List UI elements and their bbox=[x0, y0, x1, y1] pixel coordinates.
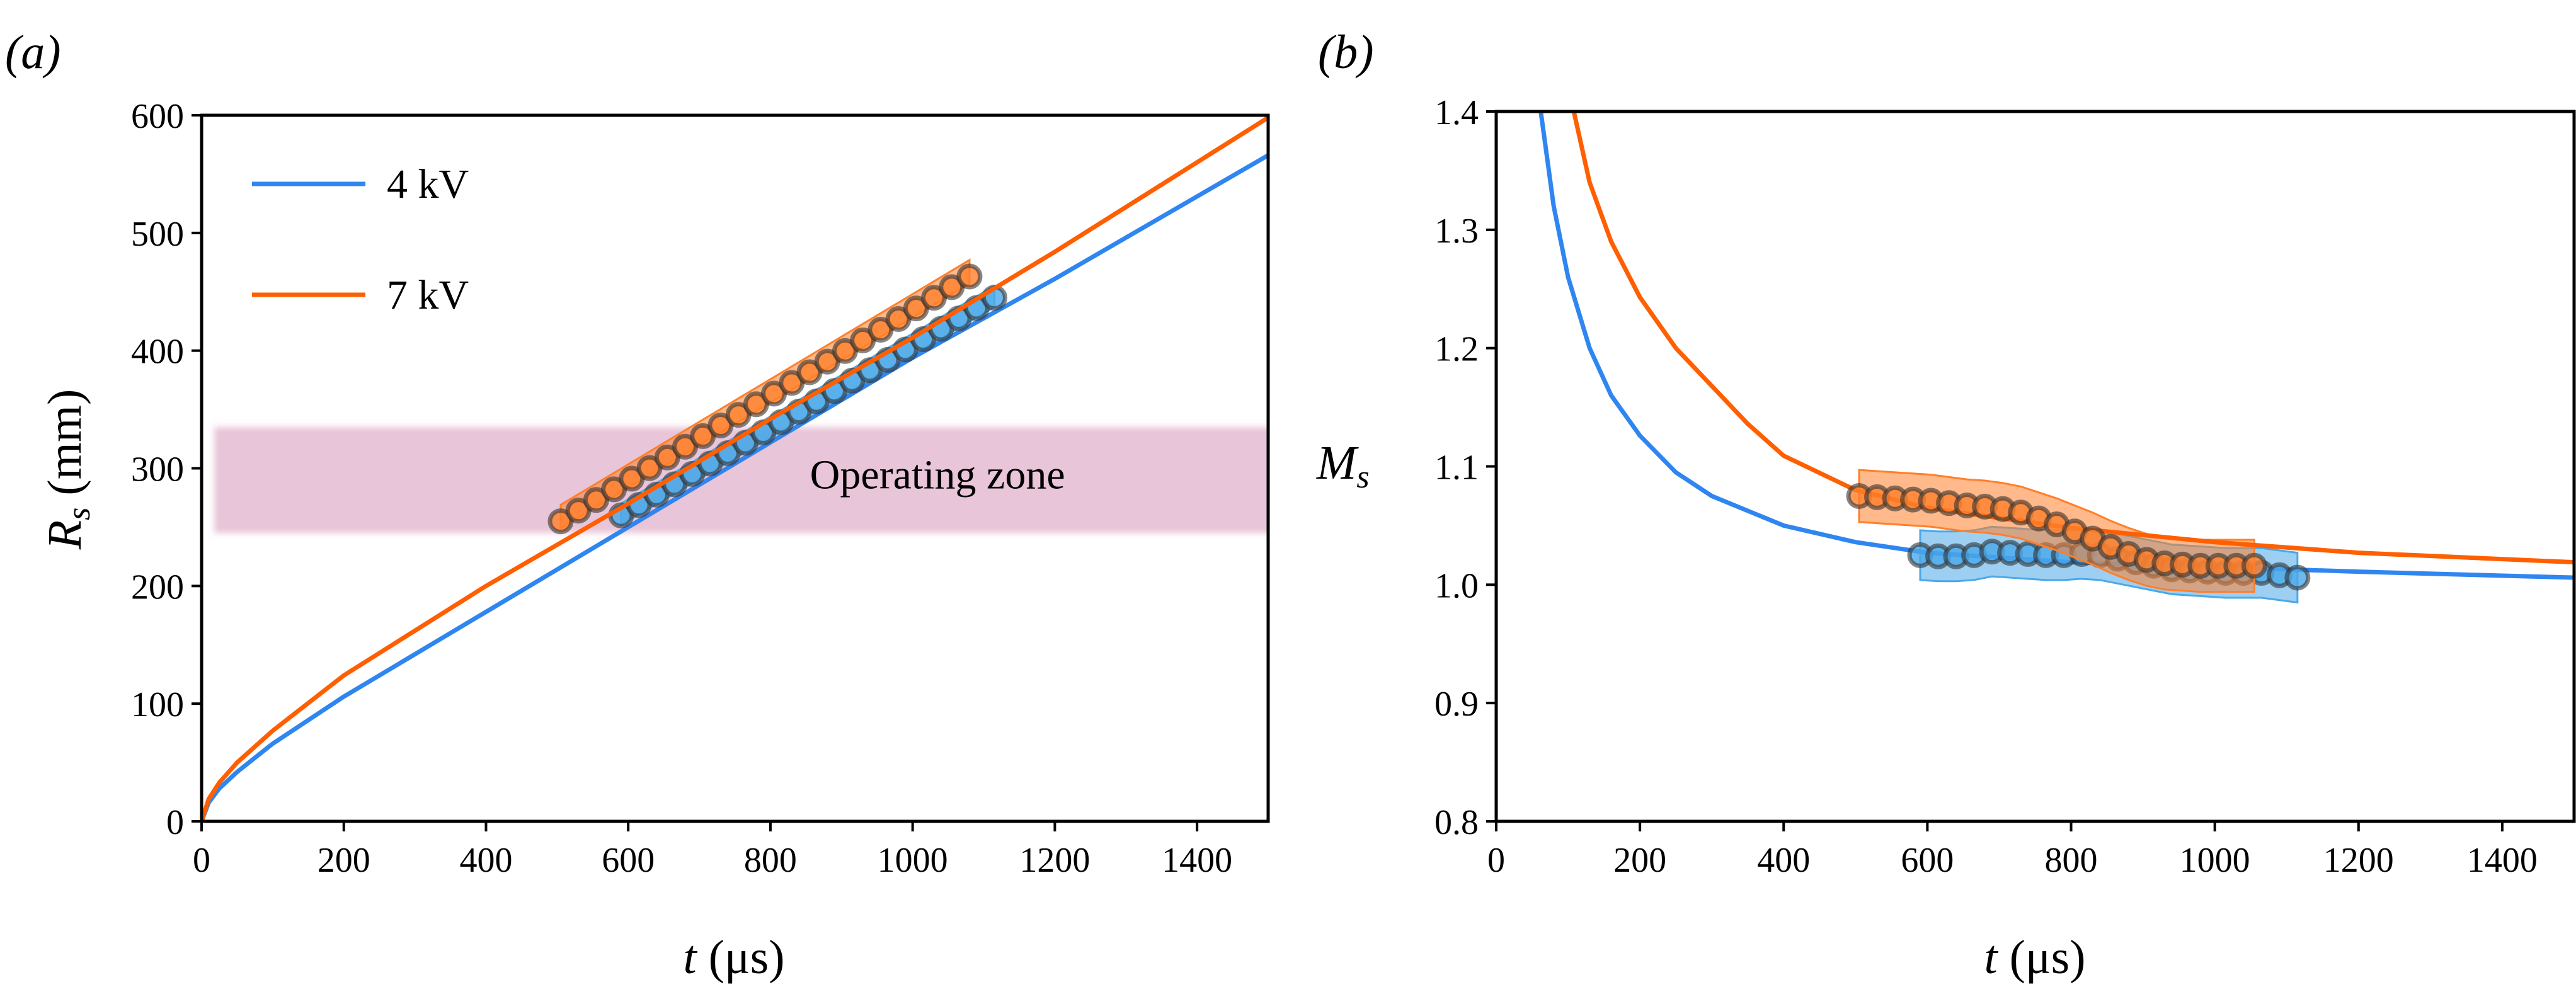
y-tick-label: 100 bbox=[131, 685, 184, 724]
data-point-7kv bbox=[956, 263, 983, 290]
y-tick-label: 600 bbox=[131, 97, 184, 136]
y-tick-label: 1.1 bbox=[1434, 448, 1479, 488]
data-point-4kv bbox=[2284, 564, 2311, 591]
x-tick-label: 200 bbox=[1613, 841, 1666, 880]
y-tick-label: 200 bbox=[131, 568, 184, 607]
x-tick-label: 1000 bbox=[878, 841, 948, 880]
model-line-7kv bbox=[1571, 111, 2574, 565]
x-axis-label-a: t (μs) bbox=[683, 931, 784, 984]
axes-frame bbox=[1494, 110, 2576, 823]
legend-label: 7 kV bbox=[387, 272, 469, 318]
x-tick-label: 400 bbox=[1757, 841, 1810, 880]
legend-label: 4 kV bbox=[387, 161, 469, 207]
y-tick-label: 1.2 bbox=[1434, 330, 1479, 369]
x-tick-label: 0 bbox=[193, 841, 210, 880]
y-tick-label: 0 bbox=[166, 803, 184, 842]
model-line-4kv bbox=[202, 153, 1268, 821]
operating-zone-label: Operating zone bbox=[810, 452, 1065, 498]
y-tick-label: 500 bbox=[131, 215, 184, 254]
x-tick-label: 1400 bbox=[1162, 841, 1232, 880]
y-tick-label: 1.4 bbox=[1434, 93, 1479, 132]
x-axis-label-b: t (μs) bbox=[1984, 931, 2085, 984]
y-tick-label: 1.3 bbox=[1434, 212, 1479, 251]
panel-a: (a) Rs (mm) t (μs) Operating zone 0 200 400… bbox=[5, 26, 1270, 984]
y-tick-label: 0.9 bbox=[1434, 685, 1479, 724]
x-tick-label: 1000 bbox=[2180, 841, 2250, 880]
x-tick-label: 1200 bbox=[2323, 841, 2394, 880]
y-tick-label: 400 bbox=[131, 333, 184, 372]
plot-area bbox=[1538, 111, 2574, 604]
x-tick-label: 600 bbox=[602, 841, 655, 880]
plot-area bbox=[202, 115, 1268, 821]
x-tick-label: 400 bbox=[459, 841, 512, 880]
x-tick-label: 600 bbox=[1901, 841, 1954, 880]
panel-b: (b) Ms t (μs) 0 200 400 600 800 1000 1200 1400 0… bbox=[1316, 26, 2576, 984]
panel-label-b: (b) bbox=[1318, 26, 1374, 79]
x-tick-label: 800 bbox=[744, 841, 797, 880]
x-tick-label: 1200 bbox=[1019, 841, 1090, 880]
x-tick-label: 1400 bbox=[2467, 841, 2538, 880]
x-tick-label: 800 bbox=[2045, 841, 2098, 880]
y-tick-label: 300 bbox=[131, 450, 184, 489]
y-tick-label: 0.8 bbox=[1434, 803, 1479, 842]
x-tick-label: 200 bbox=[318, 841, 370, 880]
model-line-7kv bbox=[202, 115, 1268, 821]
data-point-7kv bbox=[2241, 552, 2267, 579]
y-axis-label-a: Rs (mm) bbox=[38, 389, 97, 551]
y-axis-label-b: Ms bbox=[1316, 436, 1370, 495]
panel-label-a: (a) bbox=[5, 26, 61, 79]
x-tick-label: 0 bbox=[1487, 841, 1505, 880]
y-tick-label: 1.0 bbox=[1434, 566, 1479, 605]
